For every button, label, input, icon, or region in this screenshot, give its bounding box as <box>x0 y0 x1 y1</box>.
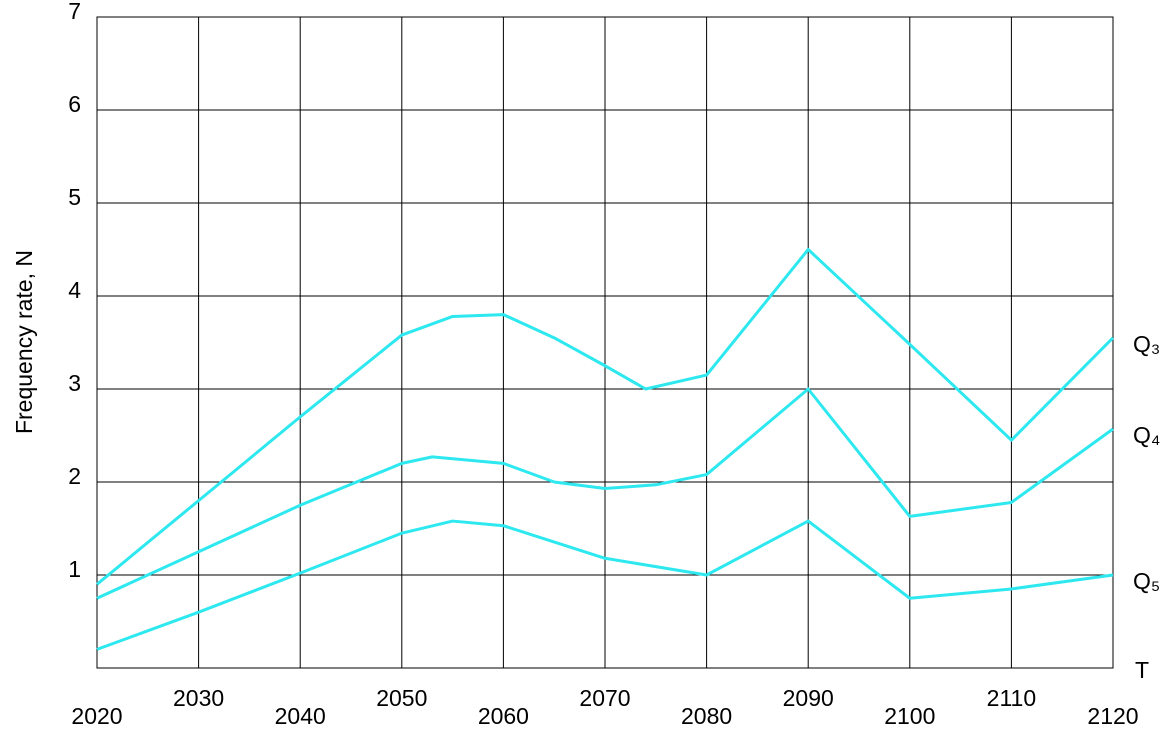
x-tick-label: 2120 <box>1087 703 1138 729</box>
x-tick-label: 2100 <box>884 703 935 729</box>
series-label: Q₄ <box>1133 422 1160 448</box>
y-tick-label: 4 <box>68 277 81 303</box>
y-tick-label: 3 <box>68 370 81 396</box>
line-series <box>96 387 1114 600</box>
x-tick-label: 2110 <box>987 685 1036 711</box>
x-tick-label: 2060 <box>478 703 529 729</box>
line-series <box>96 519 1114 651</box>
x-tick-label: 2050 <box>376 685 427 711</box>
x-tick-label: 2030 <box>173 685 224 711</box>
x-tick-label: 2080 <box>681 703 732 729</box>
series-label: Q₃ <box>1133 331 1160 357</box>
x-tick-label: 2020 <box>71 703 122 729</box>
line-series <box>96 248 1115 586</box>
y-tick-label: 2 <box>68 463 81 489</box>
y-tick-label: 7 <box>68 0 81 24</box>
y-tick-label: 1 <box>68 556 81 582</box>
x-tick-label: 2090 <box>783 685 834 711</box>
y-axis-label: Frequency rate, N <box>11 250 37 434</box>
x-axis-label: T <box>1135 657 1149 683</box>
series-label: Q₅ <box>1133 568 1160 594</box>
y-tick-label: 5 <box>68 184 81 210</box>
x-tick-label: 2040 <box>275 703 326 729</box>
y-tick-label: 6 <box>68 91 81 117</box>
x-tick-label: 2070 <box>579 685 630 711</box>
